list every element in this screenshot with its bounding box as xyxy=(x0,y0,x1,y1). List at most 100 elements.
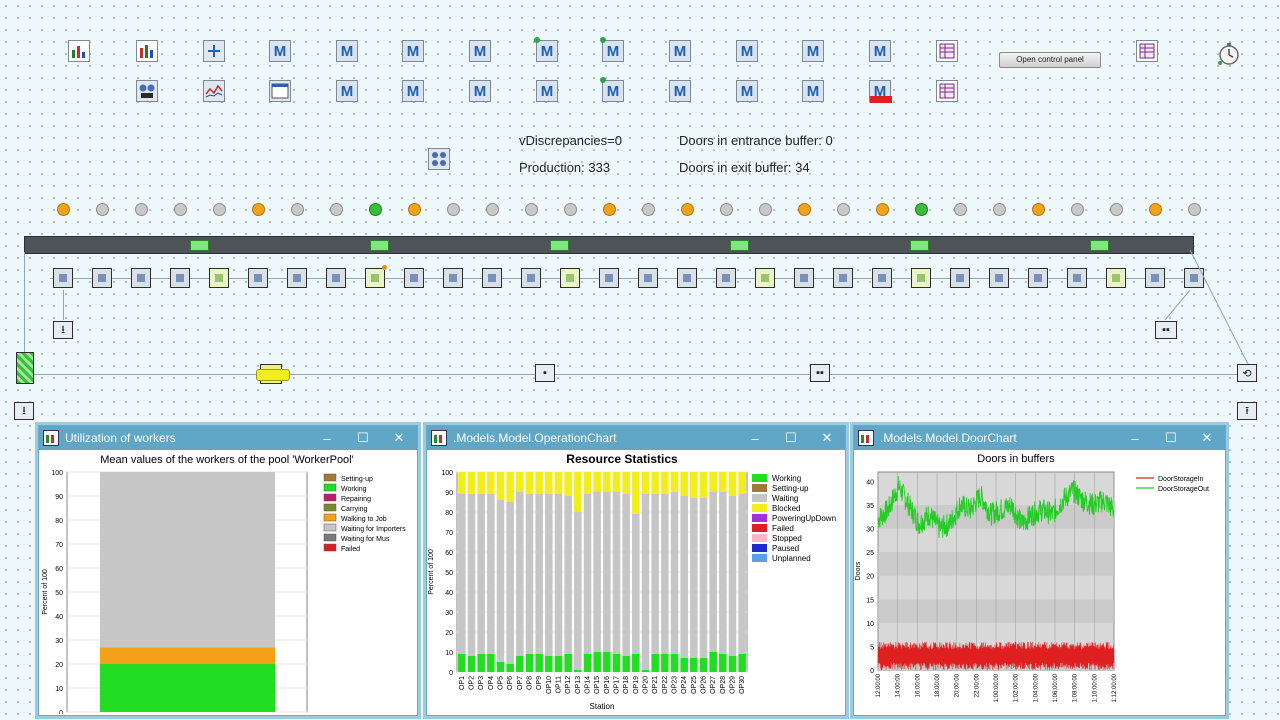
status-dot-icon xyxy=(600,37,606,43)
utilization-window-titlebar[interactable]: Utilization of workers – ☐ ✕ xyxy=(39,426,417,450)
method-icon-1[interactable]: M xyxy=(269,40,291,62)
door-window[interactable]: .Models.Model.DoorChart – ☐ ✕ Doors in b… xyxy=(853,425,1226,716)
transfer-station-2[interactable]: ▪▪ xyxy=(810,364,830,382)
bar-segment xyxy=(535,494,543,654)
line-chart-icon[interactable] xyxy=(203,80,225,102)
y-axis-label: Percent of 100 xyxy=(42,569,49,615)
method-icon-9[interactable]: M xyxy=(802,40,824,62)
bar-walking-to-job xyxy=(100,647,275,664)
table-file-icon-2[interactable] xyxy=(1136,40,1158,62)
station-op27[interactable] xyxy=(1067,268,1087,288)
door-window-titlebar[interactable]: .Models.Model.DoorChart – ☐ ✕ xyxy=(854,426,1225,450)
station-op9[interactable] xyxy=(365,265,387,288)
utilization-window[interactable]: Utilization of workers – ☐ ✕ Mean values… xyxy=(38,425,418,720)
table-file-icon[interactable] xyxy=(936,40,958,62)
method-icon-12[interactable]: M xyxy=(402,80,424,102)
maximize-button[interactable]: ☐ xyxy=(357,430,369,445)
close-button[interactable]: ✕ xyxy=(1201,430,1213,445)
method-icon-6[interactable]: M xyxy=(600,37,624,62)
station-op29[interactable] xyxy=(1145,268,1165,288)
station-op30[interactable] xyxy=(1184,268,1204,288)
close-button[interactable]: ✕ xyxy=(393,430,405,445)
station-op16[interactable] xyxy=(638,268,658,288)
station-op22[interactable] xyxy=(872,268,892,288)
station-op4[interactable] xyxy=(170,268,190,288)
bar-segment xyxy=(612,492,621,654)
transfer-station-1[interactable]: ▪ xyxy=(535,364,555,382)
method-icon-17[interactable]: M xyxy=(736,80,758,102)
station-op24[interactable] xyxy=(950,268,970,288)
station-op28[interactable] xyxy=(1106,268,1126,288)
minimize-button[interactable]: – xyxy=(323,430,331,446)
station-op8[interactable] xyxy=(326,268,346,288)
source-icon[interactable]: ⭳ xyxy=(53,321,73,339)
station-op3[interactable] xyxy=(131,268,151,288)
method-icon-14[interactable]: M xyxy=(536,80,558,102)
method-icon-19[interactable]: M xyxy=(869,80,892,103)
method-icon-3[interactable]: M xyxy=(402,40,424,62)
statistics-chart-icon[interactable] xyxy=(136,40,158,62)
y-tick-label: 20 xyxy=(55,662,63,669)
table-file-icon-3[interactable] xyxy=(936,80,958,102)
station-op15[interactable] xyxy=(599,268,619,288)
station-op21[interactable] xyxy=(833,268,853,288)
bar-segment xyxy=(583,494,592,654)
method-icon-18[interactable]: M xyxy=(802,80,824,102)
entrance-buffer-station[interactable] xyxy=(16,352,34,384)
method-icon-5[interactable]: M xyxy=(534,37,558,62)
drain-icon[interactable]: ⭳ xyxy=(14,402,34,420)
main-conveyor[interactable] xyxy=(24,236,1194,254)
close-button[interactable]: ✕ xyxy=(821,430,833,445)
station-op2[interactable] xyxy=(92,268,112,288)
station-op5[interactable] xyxy=(209,268,229,288)
method-icon-4[interactable]: M xyxy=(469,40,491,62)
side-station[interactable]: ▪▪ xyxy=(1155,321,1177,339)
worker-icon xyxy=(1032,203,1045,216)
station-op18[interactable] xyxy=(716,268,736,288)
exit-turntable-station[interactable]: ⟲ xyxy=(1237,364,1257,382)
station-op14[interactable] xyxy=(560,268,580,288)
method-icon-8[interactable]: M xyxy=(736,40,758,62)
station-op13[interactable] xyxy=(521,268,541,288)
station-op6[interactable] xyxy=(248,268,268,288)
exit-source-icon[interactable]: ⭱ xyxy=(1237,402,1257,420)
open-control-panel-button[interactable]: Open control panel xyxy=(999,52,1101,68)
chart-wizard-icon[interactable] xyxy=(68,40,90,62)
station-op19[interactable] xyxy=(755,268,775,288)
method-icon-15[interactable]: M xyxy=(600,77,624,102)
worker-icon xyxy=(330,203,343,216)
method-arrows-icon[interactable] xyxy=(203,40,225,62)
method-icon-7[interactable]: M xyxy=(669,40,691,62)
station-op23[interactable] xyxy=(911,268,931,288)
operation-window[interactable]: .Models.Model.OperationChart – ☐ ✕ Resou… xyxy=(426,425,846,716)
station-op12[interactable] xyxy=(482,268,502,288)
minimize-button[interactable]: – xyxy=(751,430,759,446)
event-controller-icon[interactable] xyxy=(136,80,158,102)
method-icon-11[interactable]: M xyxy=(336,80,358,102)
y-tick-label: 90 xyxy=(55,494,63,501)
station-op20[interactable] xyxy=(794,268,814,288)
maximize-button[interactable]: ☐ xyxy=(1165,430,1177,445)
dialog-window-icon[interactable] xyxy=(269,80,291,102)
method-icon-16[interactable]: M xyxy=(669,80,691,102)
door-part xyxy=(730,240,749,251)
minimize-button[interactable]: – xyxy=(1131,430,1139,446)
bar-segment xyxy=(535,654,543,672)
method-icon-10[interactable]: M xyxy=(869,40,891,62)
maximize-button[interactable]: ☐ xyxy=(785,430,797,445)
x-tick-label: OP9 xyxy=(536,676,543,690)
station-op26[interactable] xyxy=(1028,268,1048,288)
stopwatch-icon[interactable] xyxy=(1217,42,1241,66)
generator-icon[interactable] xyxy=(428,148,450,170)
operation-window-titlebar[interactable]: .Models.Model.OperationChart – ☐ ✕ xyxy=(427,426,845,450)
y-tick-label: 30 xyxy=(866,527,874,534)
station-op1[interactable] xyxy=(53,268,73,288)
station-op7[interactable] xyxy=(287,268,307,288)
station-op11[interactable] xyxy=(443,268,463,288)
method-icon-2[interactable]: M xyxy=(336,40,358,62)
station-op25[interactable] xyxy=(989,268,1009,288)
production-value: Production: 333 xyxy=(519,160,611,175)
station-op17[interactable] xyxy=(677,268,697,288)
station-op10[interactable] xyxy=(404,268,424,288)
method-icon-13[interactable]: M xyxy=(469,80,491,102)
